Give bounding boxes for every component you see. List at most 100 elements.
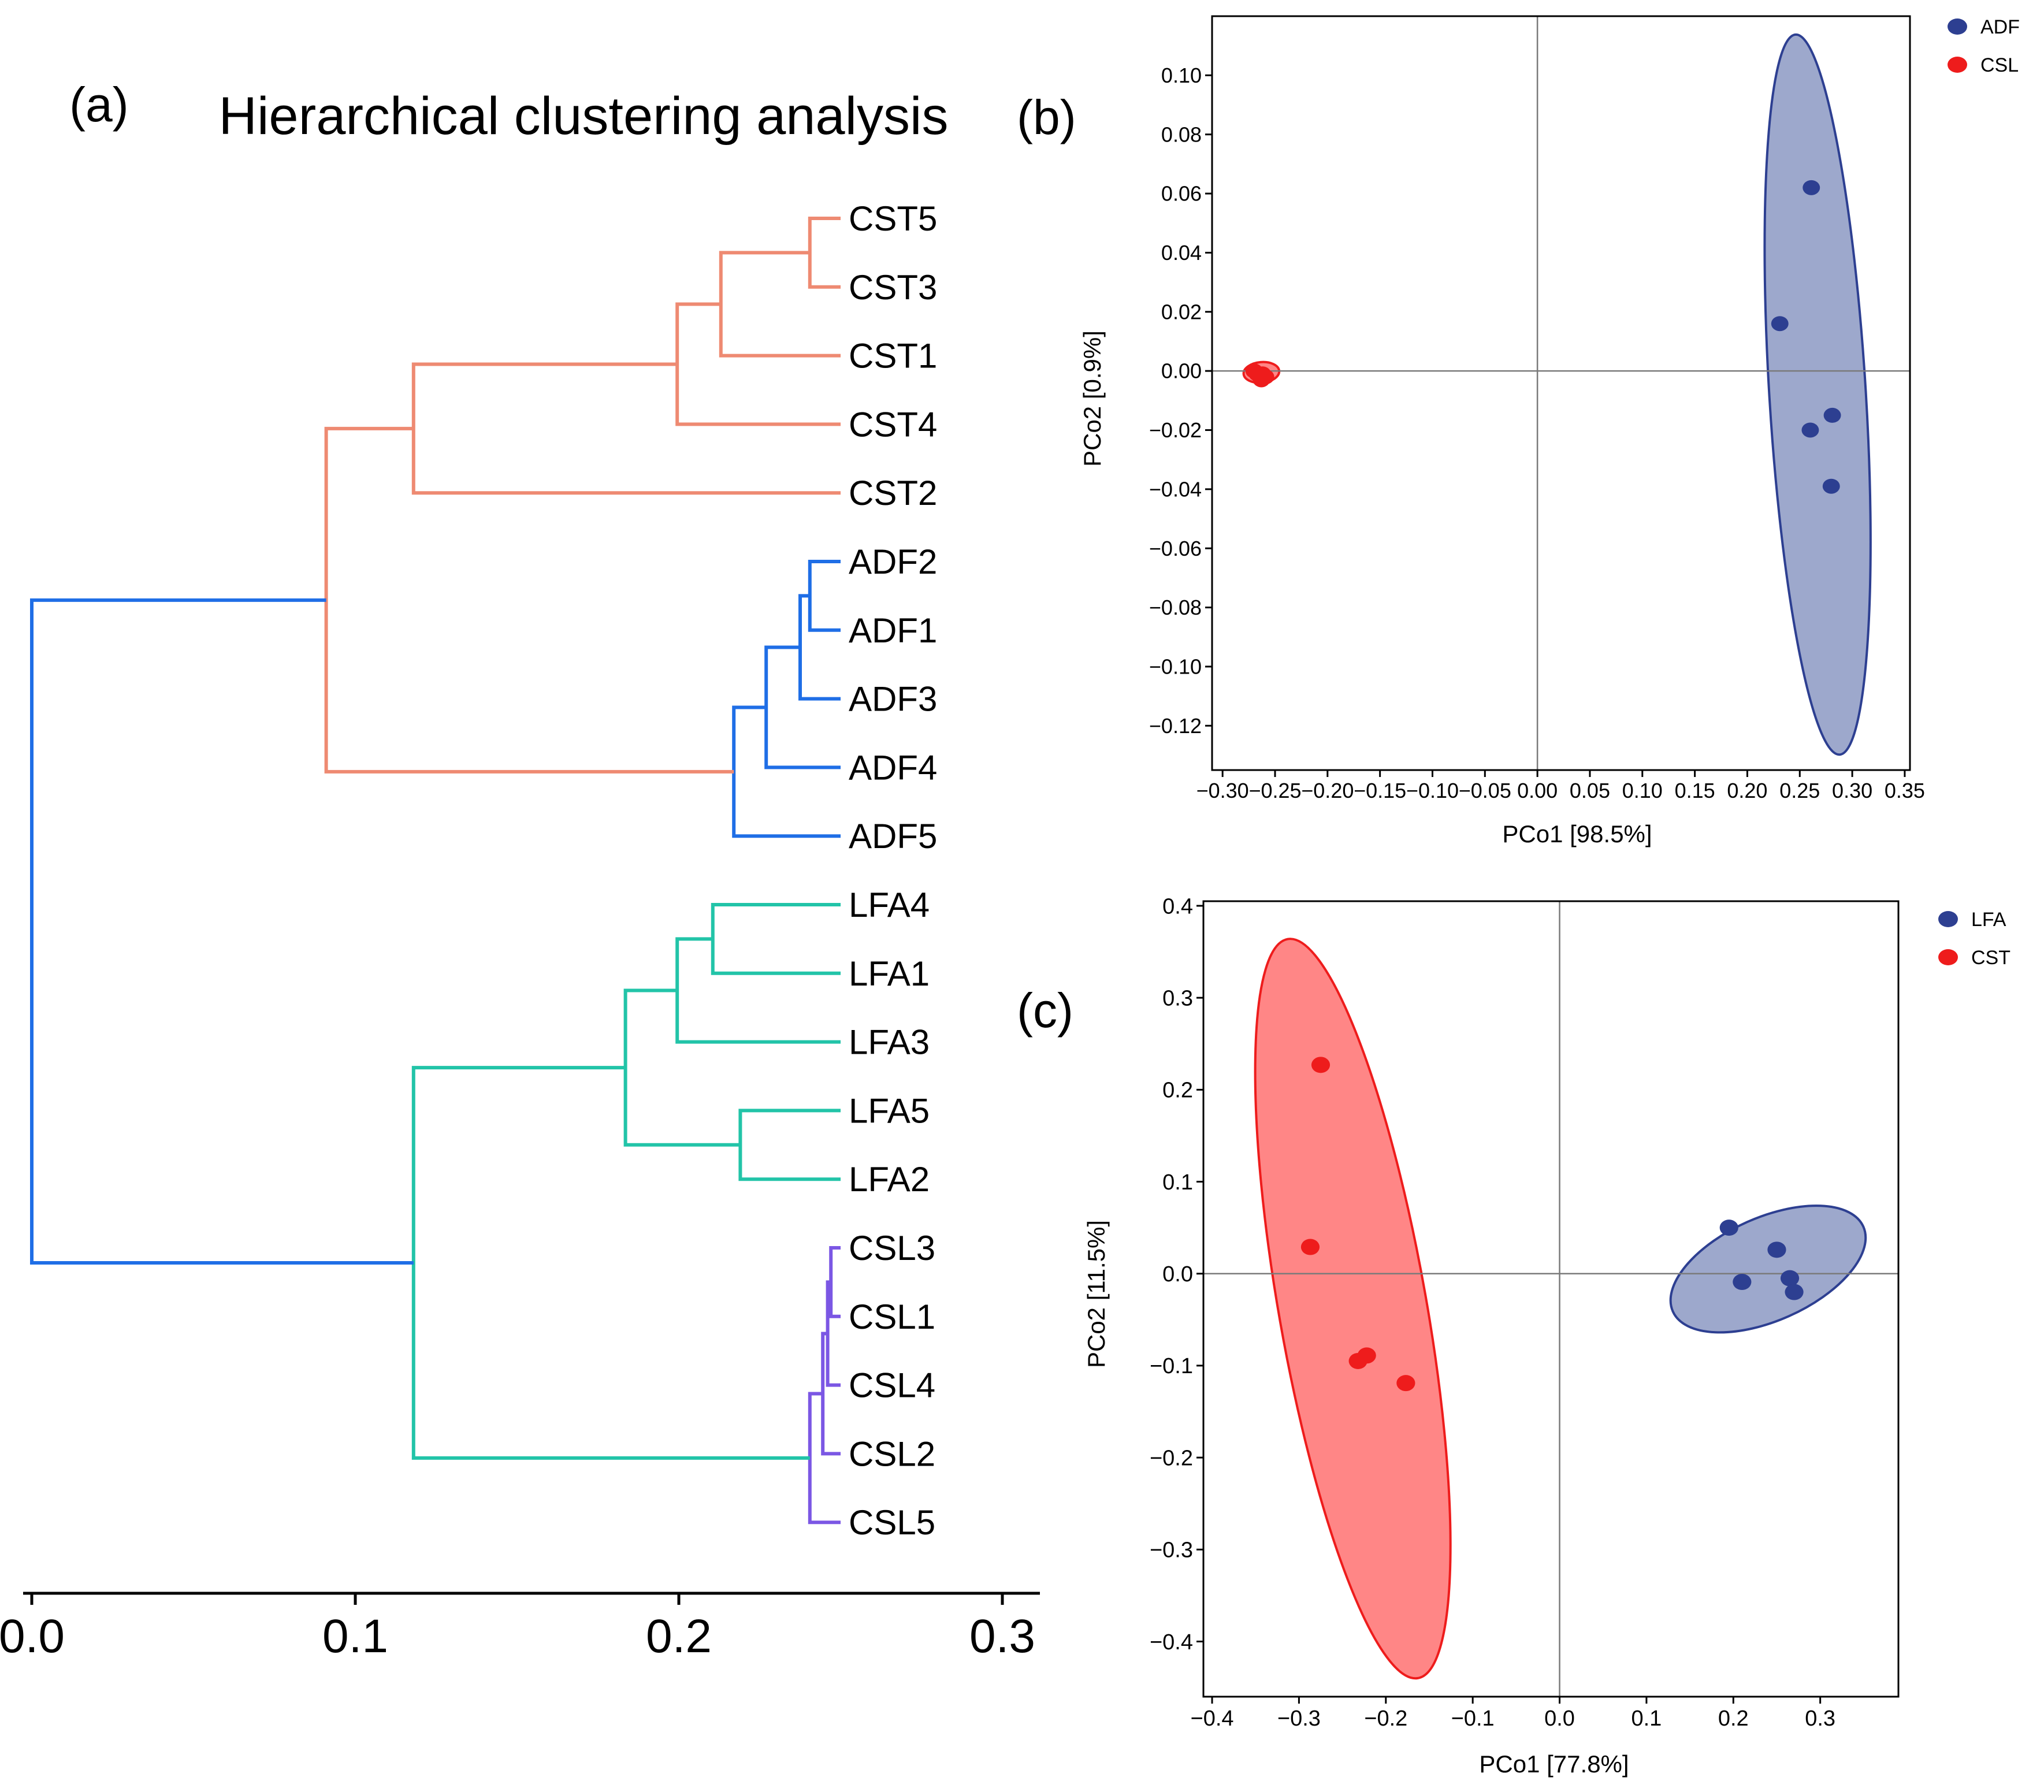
leaf-label-csl4: CSL4 xyxy=(849,1366,935,1405)
legend-marker-csl xyxy=(1948,57,1967,73)
dendrogram-link-m18 xyxy=(411,1066,810,1460)
x-tick-label: 0.35 xyxy=(1885,779,1925,802)
x-tick-label: 0.05 xyxy=(1570,779,1610,802)
y-tick-label: −0.02 xyxy=(1149,418,1202,442)
legend-label-lfa: LFA xyxy=(1971,909,2006,931)
data-point-lfa xyxy=(1780,1270,1800,1287)
dendrogram-link-m19 xyxy=(30,598,414,1265)
data-point-adf xyxy=(1803,180,1820,195)
x-tick-label: 0.30 xyxy=(1832,779,1872,802)
confidence-ellipse-adf xyxy=(1763,33,1872,756)
dendrogram-link-m7 xyxy=(764,645,841,769)
y-tick-label: 0.3 xyxy=(1162,986,1193,1010)
leaf-label-lfa4: LFA4 xyxy=(849,886,930,924)
x-tick-label: −0.4 xyxy=(1191,1707,1234,1731)
pcoa-b-legend: ADF CSL xyxy=(1948,16,2020,76)
dendrogram-tick-label: 0.3 xyxy=(969,1610,1035,1663)
dendrogram-link-m4 xyxy=(411,362,841,495)
pcoa-panel-c: (c) −0.4 −0.3 −0.2 −0.1 0.0 0.1 0.2 0.3 0.4 0.3 0.… xyxy=(1017,894,2010,1778)
data-point-adf xyxy=(1822,478,1840,494)
y-tick-label: 0.02 xyxy=(1161,300,1202,324)
confidence-ellipse-lfa xyxy=(1669,1204,1867,1334)
dendrogram-x-ticks: 0.0 0.1 0.2 0.3 xyxy=(0,1593,1035,1663)
leaf-label-adf2: ADF2 xyxy=(849,542,937,581)
x-tick-label: −0.15 xyxy=(1354,779,1406,802)
leaf-label-lfa3: LFA3 xyxy=(849,1023,930,1062)
pcoa-b-y-axis-title: PCo2 [0.9%] xyxy=(1079,330,1106,467)
dendrogram-link-m12 xyxy=(738,1109,841,1181)
dendrogram-link-m6 xyxy=(798,594,841,701)
y-tick-label: 0.06 xyxy=(1161,182,1202,206)
dendrogram-panel: (a) Hierarchical clustering analysis CST… xyxy=(0,77,1040,1663)
dendrogram-link-m1 xyxy=(808,217,841,289)
x-tick-label: 0.00 xyxy=(1517,779,1558,802)
legend-marker-lfa xyxy=(1938,911,1958,927)
data-point-adf xyxy=(1771,316,1789,332)
y-tick-label: 0.10 xyxy=(1161,64,1202,87)
y-tick-label: −0.12 xyxy=(1149,714,1202,738)
leaf-label-adf1: ADF1 xyxy=(849,611,937,650)
x-tick-label: −0.05 xyxy=(1459,779,1511,802)
y-tick-label: −0.08 xyxy=(1149,596,1202,619)
confidence-ellipse-cst xyxy=(1254,938,1452,1680)
leaf-label-csl3: CSL3 xyxy=(849,1229,935,1267)
y-tick-label: 0.08 xyxy=(1161,122,1202,146)
x-tick-label: −0.25 xyxy=(1248,779,1301,802)
panel-label-c: (c) xyxy=(1017,983,1073,1038)
leaf-label-cst2: CST2 xyxy=(849,474,937,512)
pcoa-panel-b: (b) −0.30 −0.25 −0.20 −0.15 −0.10 −0.05 0.00 0.… xyxy=(1017,15,2020,847)
leaf-label-csl1: CSL1 xyxy=(849,1297,935,1336)
leaf-label-lfa2: LFA2 xyxy=(849,1160,930,1199)
data-point-cst xyxy=(1311,1057,1331,1073)
y-tick-label: −0.2 xyxy=(1150,1446,1193,1470)
x-tick-label: 0.10 xyxy=(1622,779,1663,802)
panel-label-b: (b) xyxy=(1017,90,1076,144)
leaf-label-cst4: CST4 xyxy=(849,405,937,444)
leaf-label-adf3: ADF3 xyxy=(849,680,937,719)
plot-frame xyxy=(1202,900,1900,1698)
data-point-lfa xyxy=(1785,1284,1804,1300)
dendrogram-tick-label: 0.0 xyxy=(0,1610,65,1663)
x-tick-label: 0.2 xyxy=(1718,1707,1749,1731)
leaf-label-csl5: CSL5 xyxy=(849,1503,935,1542)
x-tick-label: −0.20 xyxy=(1301,779,1354,802)
data-point-lfa xyxy=(1733,1274,1752,1291)
y-tick-label: 0.00 xyxy=(1161,359,1202,383)
dendrogram-links xyxy=(30,217,841,1525)
dendrogram-title: Hierarchical clustering analysis xyxy=(219,87,949,146)
x-tick-label: 0.25 xyxy=(1779,779,1820,802)
dendrogram-link-m14 xyxy=(829,1246,841,1318)
y-tick-label: −0.06 xyxy=(1149,537,1202,560)
leaf-label-cst5: CST5 xyxy=(849,199,937,238)
dendrogram-tick-label: 0.1 xyxy=(322,1610,388,1663)
y-tick-label: −0.04 xyxy=(1149,477,1202,501)
pcoa-c-plot-area: −0.4 −0.3 −0.2 −0.1 0.0 0.1 0.2 0.3 0.4 0.3 0.2 0.1… xyxy=(1150,894,1900,1731)
leaf-label-csl2: CSL2 xyxy=(849,1434,935,1473)
data-point-adf xyxy=(1801,422,1819,438)
x-tick-label: 0.20 xyxy=(1727,779,1767,802)
dendrogram-link-m9 xyxy=(324,426,734,774)
pcoa-c-legend: LFA CST xyxy=(1938,909,2010,969)
y-tick-label: 0.0 xyxy=(1162,1262,1193,1287)
dendrogram-link-m17 xyxy=(808,1392,841,1525)
y-tick-label: −0.1 xyxy=(1150,1354,1193,1378)
y-tick-label: −0.4 xyxy=(1150,1630,1193,1655)
data-point-lfa xyxy=(1767,1241,1786,1258)
leaf-label-lfa1: LFA1 xyxy=(849,954,930,993)
leaf-label-cst1: CST1 xyxy=(849,337,937,375)
dendrogram-link-m3 xyxy=(675,302,841,426)
leaf-label-cst3: CST3 xyxy=(849,268,937,307)
leaf-label-adf4: ADF4 xyxy=(849,748,937,787)
legend-marker-adf xyxy=(1948,18,1967,35)
pcoa-c-y-axis-title: PCo2 [11.5%] xyxy=(1083,1220,1110,1368)
dendrogram-link-m2 xyxy=(719,251,841,358)
legend-label-cst: CST xyxy=(1971,947,2010,969)
x-tick-label: 0.15 xyxy=(1675,779,1715,802)
x-tick-label: −0.10 xyxy=(1406,779,1459,802)
data-point-csl xyxy=(1253,372,1270,388)
dendrogram-link-m8 xyxy=(732,705,841,838)
y-tick-label: 0.4 xyxy=(1162,894,1193,919)
dendrogram-link-m10 xyxy=(711,903,841,975)
data-point-lfa xyxy=(1719,1220,1738,1236)
